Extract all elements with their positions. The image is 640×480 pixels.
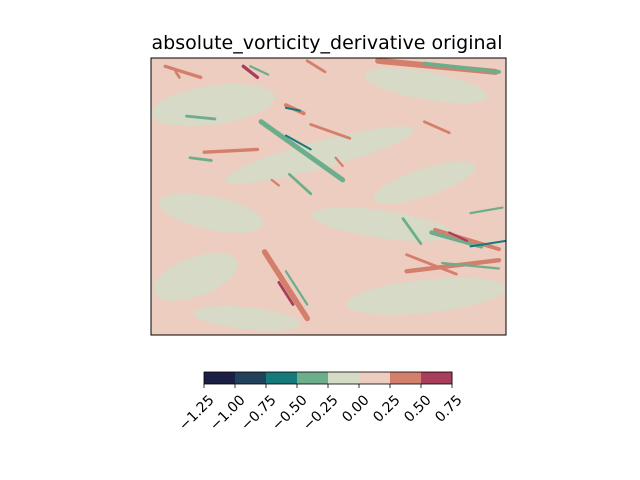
colorbar-band [390, 372, 422, 384]
colorbar-band [204, 372, 236, 384]
heatmap-contour-feature [284, 106, 302, 112]
heatmap-contour-feature [284, 134, 312, 151]
heatmap-contour-feature [270, 178, 280, 187]
colorbar: −1.25−1.00−0.75−0.50−0.250.000.250.500.7… [176, 371, 466, 434]
heatmap-patch [151, 84, 275, 127]
heatmap-contour-feature [202, 147, 260, 154]
colorbar-band [235, 372, 267, 384]
heatmap-contour-feature [305, 59, 327, 74]
colorbar-tick-label: 0.25 [370, 392, 403, 425]
heatmap-contour-feature [401, 217, 423, 245]
heatmap-contour-feature [448, 231, 469, 242]
heatmap-field [151, 58, 506, 331]
heatmap-contour-feature [334, 156, 344, 168]
heatmap-contour-feature [174, 70, 181, 79]
colorbar-tick-label: −0.25 [300, 392, 342, 434]
chart-title: absolute_vorticity_derivative original [152, 32, 503, 54]
heatmap-patch [364, 68, 488, 104]
heatmap-contour-feature [440, 261, 501, 270]
heatmap-contour-feature [163, 64, 203, 80]
heatmap-contour-feature [404, 257, 502, 274]
heatmap-contour-feature [288, 172, 313, 196]
heatmap-patch [159, 193, 264, 233]
heatmap-contour-feature [429, 230, 484, 249]
heatmap-patch [225, 126, 414, 184]
plot-frame [150, 57, 507, 336]
heatmap-patch [193, 306, 300, 331]
plot-area [150, 57, 507, 336]
heatmap-contour-feature [241, 64, 260, 80]
colorbar-band [421, 372, 453, 384]
colorbar-band [266, 372, 298, 384]
heatmap-contour-feature [309, 123, 352, 140]
heatmap-contour-feature [185, 114, 217, 121]
heatmap-contour-feature [261, 249, 310, 322]
colorbar-band [297, 372, 329, 384]
colorbar-band [328, 372, 360, 384]
heatmap-patch [373, 161, 476, 204]
heatmap-contour-feature [405, 253, 458, 276]
colorbar-tick-label: 0.75 [432, 392, 465, 425]
heatmap-patch [311, 207, 453, 242]
heatmap-contour-feature [422, 61, 501, 74]
heatmap-contour-feature [277, 280, 295, 306]
heatmap-contour-feature [422, 120, 451, 135]
heatmap-contour-feature [249, 65, 270, 76]
heatmap-contour-feature [258, 119, 346, 183]
heatmap-contour-feature [188, 156, 213, 162]
heatmap-patch [346, 277, 506, 315]
heatmap-contour-feature [469, 239, 506, 248]
colorbar-tick-label: 0.50 [401, 392, 434, 425]
colorbar-tick-label: 0.00 [339, 392, 372, 425]
heatmap-contour-feature [433, 227, 501, 252]
colorbar-band [359, 372, 391, 384]
heatmap-contour-feature [284, 270, 309, 306]
heatmap-contour-feature [469, 206, 504, 215]
heatmap-patch [153, 253, 238, 301]
